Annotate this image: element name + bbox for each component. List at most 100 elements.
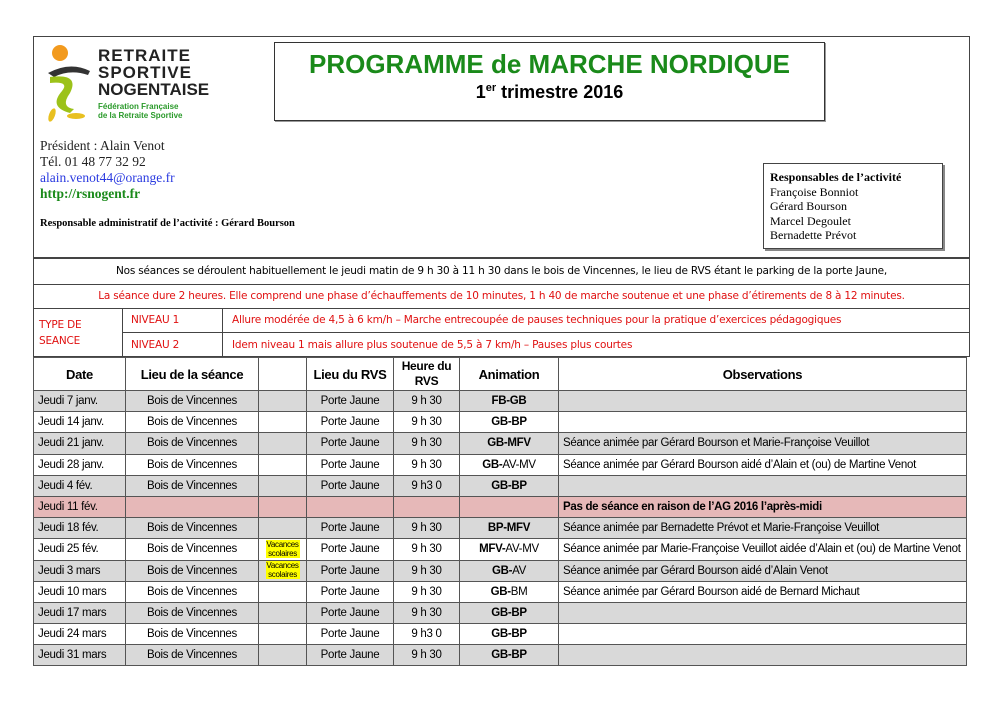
- cell-animation: GB-AV: [459, 559, 559, 582]
- table-row: Jeudi 4 fév. Bois de Vincennes Porte Jaune…: [33, 474, 967, 497]
- cell-animation: GB-BP: [459, 411, 559, 434]
- cell-animation: GB-BM: [459, 580, 559, 603]
- cell-lieu: Bois de Vincennes: [125, 432, 259, 455]
- president: Président : Alain Venot: [40, 138, 165, 153]
- table-header: Date Lieu de la séance Lieu du RVS Heure…: [33, 357, 967, 391]
- cell-heure-rvs: 9 h3 0: [393, 474, 460, 497]
- cell-heure-rvs: 9 h 30: [393, 432, 460, 455]
- cell-lieu: [125, 495, 259, 519]
- cell-lieu-rvs: Porte Jaune: [306, 432, 394, 455]
- col-animation: Animation: [459, 357, 559, 391]
- table-row: Jeudi 18 fév. Bois de Vincennes Porte Jaun…: [33, 517, 967, 540]
- cell-lieu-rvs: Porte Jaune: [306, 623, 394, 646]
- type-label: TYPE DE SEANCE: [34, 309, 123, 356]
- cell-observations: Séance animée par Marie-Françoise Veuill…: [558, 538, 967, 561]
- cell-vacances: [258, 601, 307, 625]
- cell-animation: MFV-AV-MV: [459, 538, 559, 561]
- cell-heure-rvs: 9 h 30: [393, 411, 460, 434]
- animation-part: BP-MFV: [487, 522, 531, 535]
- cell-vacances: [258, 580, 307, 603]
- col-observations: Observations: [558, 357, 967, 391]
- cell-vacances: [258, 517, 307, 540]
- subtitle-text: trimestre 2016: [496, 82, 624, 102]
- table-row: Jeudi 31 mars Bois de Vincennes Porte Jaun…: [33, 644, 967, 667]
- club-logo: RETRAITE SPORTIVE NOGENTAISE Fédération …: [40, 43, 210, 123]
- cell-animation: [459, 495, 559, 519]
- table-row: Jeudi 17 mars Bois de Vincennes Porte Jaun…: [33, 601, 967, 625]
- table-row: Jeudi 7 janv. Bois de Vincennes Porte Jaun…: [33, 389, 967, 413]
- cell-lieu: Bois de Vincennes: [125, 623, 259, 646]
- cell-observations: [558, 623, 967, 646]
- table-row: Jeudi 28 janv. Bois de Vincennes Porte Jau…: [33, 453, 967, 476]
- cell-heure-rvs: 9 h 30: [393, 644, 460, 667]
- animation-part: GB-BP: [491, 479, 527, 492]
- cell-lieu-rvs: Porte Jaune: [306, 559, 394, 582]
- cell-heure-rvs: 9 h 30: [393, 559, 460, 582]
- table-row: Jeudi 11 fév. Pas de séance en raison de …: [33, 495, 967, 519]
- cell-vacances: [258, 644, 307, 667]
- vacances-badge: Vacances scolaires: [265, 561, 300, 580]
- cell-lieu: Bois de Vincennes: [125, 644, 259, 667]
- col-vacances: [258, 357, 307, 391]
- email-link[interactable]: alain.venot44@orange.fr: [40, 170, 175, 185]
- cell-date: Jeudi 11 fév.: [33, 495, 126, 519]
- animation-part: GB-BP: [491, 649, 527, 662]
- col-lieu: Lieu de la séance: [125, 357, 259, 391]
- responsable-name: Gérard Bourson: [770, 199, 847, 213]
- title-box: PROGRAMME de MARCHE NORDIQUE 1er trimest…: [274, 42, 825, 121]
- col-lieu-rvs: Lieu du RVS: [306, 357, 394, 391]
- cell-lieu-rvs: Porte Jaune: [306, 411, 394, 434]
- cell-lieu: Bois de Vincennes: [125, 453, 259, 476]
- cell-vacances: [258, 411, 307, 434]
- cell-observations: Séance animée par Bernadette Prévot et M…: [558, 517, 967, 540]
- subtitle-number: 1: [475, 82, 486, 102]
- cell-date: Jeudi 28 janv.: [33, 453, 126, 476]
- logo-text: Fédération Française: [98, 102, 179, 111]
- cell-vacances: [258, 432, 307, 455]
- cell-date: Jeudi 4 fév.: [33, 474, 126, 497]
- level-description: Allure modérée de 4,5 à 6 km/h – Marche …: [223, 309, 969, 333]
- animation-part: AV-MV: [505, 543, 539, 556]
- table-row: Jeudi 21 janv. Bois de Vincennes Porte Jau…: [33, 432, 967, 455]
- cell-observations: Séance animée par Gérard Bourson aidé d’…: [558, 453, 967, 476]
- animation-part: AV: [512, 564, 527, 577]
- level-description: Idem niveau 1 mais allure plus soutenue …: [232, 339, 633, 351]
- level-name: NIVEAU 1: [123, 309, 223, 333]
- cell-animation: GB-AV-MV: [459, 453, 559, 476]
- cell-date: Jeudi 31 mars: [33, 644, 126, 667]
- animation-part: GB-MFV: [487, 437, 531, 450]
- animation-part: AV-MV: [502, 458, 536, 471]
- cell-lieu-rvs: Porte Jaune: [306, 517, 394, 540]
- cell-vacances: [258, 474, 307, 497]
- cell-observations: Séance animée par Gérard Bourson aidé de…: [558, 580, 967, 603]
- level-name: NIVEAU 2: [123, 333, 223, 356]
- col-heure-rvs: Heure du RVS: [393, 357, 460, 391]
- cell-lieu-rvs: Porte Jaune: [306, 538, 394, 561]
- cell-lieu: Bois de Vincennes: [125, 389, 259, 413]
- cell-observations: Séance animée par Gérard Bourson aidé d’…: [558, 559, 967, 582]
- cell-animation: GB-BP: [459, 623, 559, 646]
- website-link[interactable]: http://rsnogent.fr: [40, 186, 141, 201]
- cell-animation: FB-GB: [459, 389, 559, 413]
- animation-part: GB-BP: [491, 416, 527, 429]
- subtitle-sup: er: [485, 82, 497, 94]
- cell-date: Jeudi 14 janv.: [33, 411, 126, 434]
- cell-lieu: Bois de Vincennes: [125, 411, 259, 434]
- table-row: Jeudi 25 fév. Bois de Vincennes Vacances s…: [33, 538, 967, 561]
- cell-vacances: [258, 389, 307, 413]
- table-row: Jeudi 24 mars Bois de Vincennes Porte Jaun…: [33, 623, 967, 646]
- cell-lieu: Bois de Vincennes: [125, 517, 259, 540]
- cell-heure-rvs: 9 h 30: [393, 389, 460, 413]
- cell-date: Jeudi 3 mars: [33, 559, 126, 582]
- responsables-title: Responsables de l’activité: [770, 170, 902, 184]
- cell-observations: Séance animée par Gérard Bourson et Mari…: [558, 432, 967, 455]
- table-row: Jeudi 3 mars Bois de Vincennes Vacances sc…: [33, 559, 967, 582]
- table-row: Jeudi 10 mars Bois de Vincennes Porte Jaun…: [33, 580, 967, 603]
- cell-observations: [558, 474, 967, 497]
- animation-part: MFV-: [479, 543, 506, 556]
- cell-lieu: Bois de Vincennes: [125, 559, 259, 582]
- cell-lieu: Bois de Vincennes: [125, 580, 259, 603]
- responsable-name: Bernadette Prévot: [770, 228, 857, 242]
- responsable-name: Françoise Bonniot: [770, 184, 859, 199]
- logo-text: SPORTIVE: [98, 63, 192, 82]
